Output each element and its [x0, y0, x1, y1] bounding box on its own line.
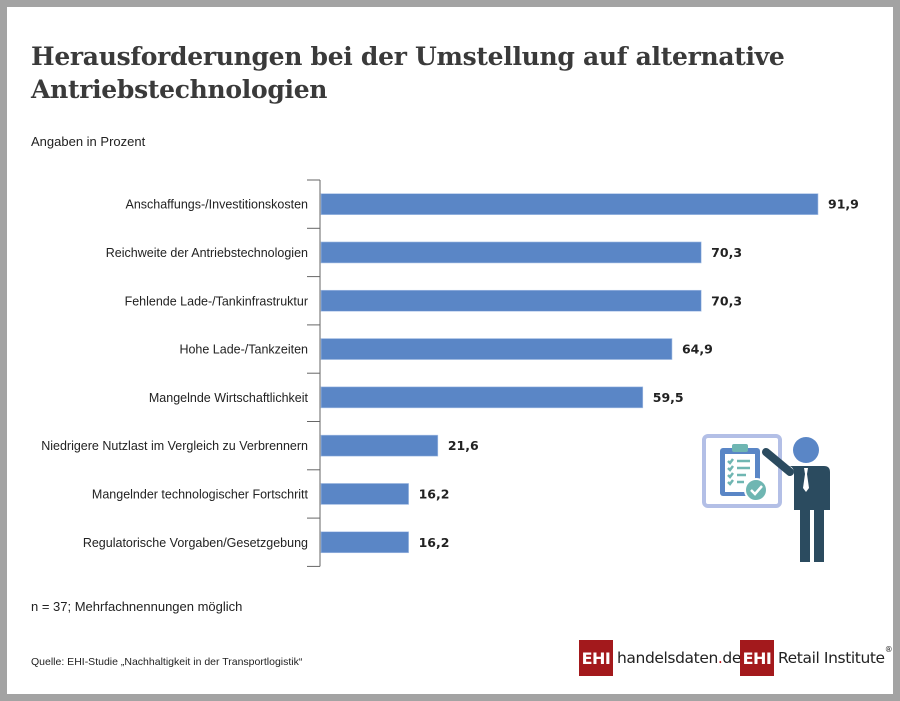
handelsdaten-dot: . [717, 649, 723, 667]
person-arm [762, 448, 794, 476]
sample-note: n = 37; Mehrfachnennungen möglich [31, 599, 243, 614]
value-label: 70,3 [711, 245, 742, 260]
bar [320, 483, 409, 505]
category-label: Regulatorische Vorgaben/Gesetzgebung [83, 536, 308, 550]
bar [320, 338, 673, 360]
value-label: 64,9 [682, 342, 713, 357]
bar [320, 434, 439, 457]
chart-subtitle: Angaben in Prozent [31, 134, 146, 149]
handelsdaten-tld: de [722, 649, 741, 667]
value-label: 16,2 [419, 486, 450, 501]
value-label: 16,2 [419, 535, 450, 550]
category-label: Niedrigere Nutzlast im Vergleich zu Verb… [41, 439, 308, 453]
category-label: Mangelnde Wirtschaftlichkeit [149, 391, 309, 405]
category-label: Mangelnder technologischer Fortschritt [92, 487, 309, 501]
source-note: Quelle: EHI-Studie „Nachhaltigkeit in de… [31, 656, 303, 668]
check-mark [750, 485, 763, 496]
bar [320, 531, 409, 554]
category-label: Reichweite der Antriebstechnologien [106, 246, 308, 260]
checklist-lines [727, 458, 750, 486]
bar [320, 241, 702, 264]
ehi-retail-institute-logo[interactable]: EHI Retail Institute® [740, 640, 893, 676]
registered-mark: ® [884, 645, 893, 654]
check-badge [744, 478, 768, 502]
handelsdaten-text: handelsdaten.de [617, 649, 741, 667]
bar [320, 193, 819, 215]
retail-institute-name: Retail Institute [778, 649, 885, 667]
value-label: 59,5 [653, 390, 684, 405]
ehi-logo-box: EHI [740, 640, 774, 676]
category-label: Fehlende Lade-/Tankinfrastruktur [125, 294, 308, 308]
handelsdaten-logo[interactable]: EHI handelsdaten.de [579, 640, 741, 676]
value-label: 70,3 [711, 293, 742, 308]
board-frame [702, 434, 782, 508]
value-label: 91,9 [828, 197, 859, 212]
chart-title: Herausforderungen bei der Umstellung auf… [31, 42, 785, 104]
presenter-with-checklist-icon [702, 434, 830, 562]
clipboard-clip [732, 444, 748, 452]
value-label: 21,6 [448, 438, 479, 453]
ehi-logo-box: EHI [579, 640, 613, 676]
person-head [793, 437, 819, 463]
bar [320, 386, 644, 409]
bar [320, 289, 702, 312]
category-label: Hohe Lade-/Tankzeiten [179, 343, 308, 357]
person-body [788, 466, 830, 562]
person-tie [803, 468, 809, 492]
handelsdaten-name: handelsdaten [617, 649, 718, 667]
retail-institute-text: Retail Institute® [778, 645, 893, 667]
category-label: Anschaffungs-/Investitionskosten [125, 198, 308, 212]
